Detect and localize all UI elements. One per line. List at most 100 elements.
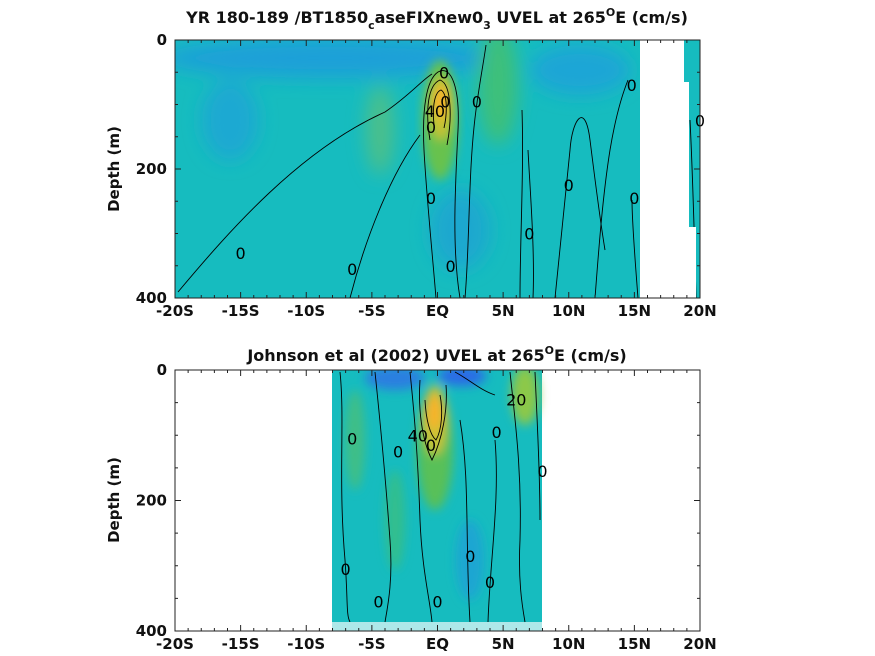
- bottom-contour-label: 20: [506, 390, 526, 409]
- top-contour-line: [631, 199, 639, 298]
- top-x-tick-label: -10S: [287, 302, 325, 320]
- top-chart-title: YR 180-189 /BT1850caseFIXnew03 UVEL at 2…: [185, 6, 688, 32]
- bottom-contour-line: [487, 439, 497, 623]
- top-x-tick-label: 15N: [618, 302, 651, 320]
- bottom-x-tick-label: EQ: [426, 635, 449, 653]
- bottom-blue-surface-b: [438, 370, 486, 386]
- top-deep-blue: [430, 190, 490, 270]
- top-contour-line: [527, 149, 534, 298]
- bottom-contour-line: [409, 371, 433, 623]
- bottom-chart-title: Johnson et al (2002) UVEL at 265OE (cm/s…: [246, 344, 626, 365]
- top-contour-label: 0: [627, 76, 637, 95]
- bottom-x-tick-label: -15S: [222, 635, 260, 653]
- bottom-deep-blue: [456, 520, 484, 600]
- top-y-axis-label: Depth (m): [105, 126, 123, 212]
- bottom-contour-label: 40: [408, 426, 428, 445]
- bottom-x-tick-label: -10S: [287, 635, 325, 653]
- top-y-tick-label: 400: [136, 289, 167, 307]
- top-x-tick-label: EQ: [426, 302, 449, 320]
- bottom-y-tick-label: 0: [157, 361, 167, 379]
- top-contour-label: 0: [347, 260, 357, 279]
- top-contour-line: [519, 109, 524, 298]
- top-contour-label: 0: [446, 257, 456, 276]
- bottom-missing-data: [340, 622, 358, 631]
- bottom-contour-label: 0: [491, 423, 501, 442]
- top-missing-data-15n: [640, 40, 684, 298]
- bottom-missing-data: [522, 624, 532, 631]
- bottom-x-tick-label: 15N: [618, 635, 651, 653]
- top-y-tick-label: 0: [157, 31, 167, 49]
- top-green-west: [366, 85, 394, 175]
- top-contour-line: [432, 89, 447, 129]
- bottom-contour-line: [419, 379, 447, 462]
- top-blue-west: [202, 80, 258, 160]
- top-heatmap: [175, 40, 700, 298]
- bottom-x-tick-label: 10N: [552, 635, 585, 653]
- bottom-contour-line: [534, 371, 541, 521]
- bottom-missing-data: [480, 622, 492, 631]
- top-blue-northeast: [530, 45, 630, 95]
- top-contour-line: [423, 70, 461, 298]
- bottom-euc-orange: [426, 394, 442, 430]
- top-contour-label: 0: [564, 176, 574, 195]
- top-contour-label: 0: [472, 92, 482, 111]
- bottom-contour-line: [454, 371, 496, 396]
- bottom-x-tick-label: -5S: [358, 635, 385, 653]
- bottom-contour-line: [459, 419, 471, 623]
- bottom-contour-label: 0: [347, 430, 357, 449]
- bottom-contour-label: 0: [465, 547, 475, 566]
- top-contour-line: [464, 44, 487, 298]
- top-contour-label: 0: [524, 225, 534, 244]
- bottom-panel: Johnson et al (2002) UVEL at 265OE (cm/s…: [105, 344, 717, 653]
- bottom-contour-line: [509, 371, 526, 623]
- top-contour-label: 0: [440, 92, 450, 111]
- bottom-x-tick-label: 5N: [492, 635, 515, 653]
- top-contour-line: [349, 134, 421, 298]
- top-x-tick-label: 20N: [683, 302, 716, 320]
- top-x-tick-label: 5N: [492, 302, 515, 320]
- top-x-tick-label: -5S: [358, 302, 385, 320]
- bottom-y-axis-label: Depth (m): [105, 457, 123, 543]
- top-contour-label: 0: [236, 244, 246, 263]
- bottom-contour-line: [424, 394, 443, 441]
- top-contour-line: [554, 117, 606, 298]
- top-y-tick-label: 200: [136, 160, 167, 178]
- top-green-5n: [478, 40, 518, 145]
- top-blue-surface: [175, 40, 500, 78]
- top-contour-label: 0: [426, 189, 436, 208]
- bottom-green-west: [345, 390, 365, 490]
- bottom-contour-line: [339, 371, 351, 623]
- bottom-contour-line: [374, 371, 392, 623]
- top-contour-label: 0: [426, 118, 436, 137]
- top-contour-line: [594, 79, 629, 298]
- top-contour-line: [427, 79, 451, 146]
- bottom-contour-label: 0: [537, 462, 547, 481]
- top-x-tick-label: -20S: [156, 302, 194, 320]
- bottom-contour-label: 0: [393, 443, 403, 462]
- bottom-x-tick-label: -20S: [156, 635, 194, 653]
- bottom-y-tick-label: 200: [136, 492, 167, 510]
- top-contour-label: 40: [425, 102, 445, 121]
- top-missing-data-20n-low: [684, 227, 696, 298]
- bottom-y-tick-label: 400: [136, 622, 167, 640]
- top-missing-data-20n: [684, 82, 689, 227]
- bottom-contour-label: 0: [426, 436, 436, 455]
- top-contour-label: 0: [629, 189, 639, 208]
- top-panel: YR 180-189 /BT1850caseFIXnew03 UVEL at 2…: [105, 6, 717, 320]
- bottom-contour-label: 0: [373, 593, 383, 612]
- bottom-contour-label: 0: [432, 593, 442, 612]
- top-contour-line: [177, 73, 433, 293]
- top-x-tick-label: -15S: [222, 302, 260, 320]
- top-contour-label: 0: [439, 63, 449, 82]
- bottom-contour-label: 0: [341, 560, 351, 579]
- bottom-contour-label: 0: [485, 573, 495, 592]
- bottom-heatmap: [332, 370, 542, 631]
- bottom-green-mid: [385, 470, 405, 570]
- bottom-x-tick-label: 20N: [683, 635, 716, 653]
- top-x-tick-label: 10N: [552, 302, 585, 320]
- bottom-green-6n: [511, 370, 539, 425]
